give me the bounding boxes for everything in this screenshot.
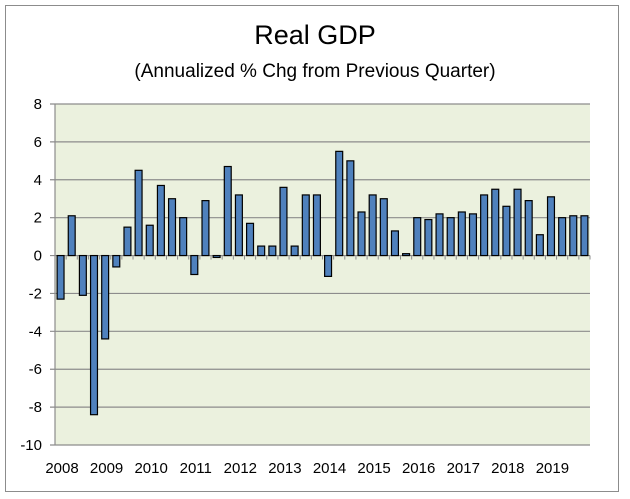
x-tick-label: 2018 [491, 460, 524, 477]
y-tick-label: 0 [34, 248, 42, 265]
bar-2015Q1 [368, 194, 377, 257]
x-tick-label: 2012 [224, 460, 257, 477]
bar-2017Q4 [491, 188, 500, 257]
y-tick-label: -4 [29, 323, 42, 340]
bar-2009Q3 [123, 226, 132, 257]
bar-2011Q4 [223, 165, 232, 257]
x-tick-label: 2010 [134, 460, 167, 477]
x-tick-label: 2009 [90, 460, 123, 477]
bar-2017Q1 [457, 211, 466, 257]
bar-2013Q1 [279, 186, 288, 257]
chart-subtitle: (Annualized % Chg from Previous Quarter) [134, 61, 496, 82]
y-tick-label: -10 [20, 437, 42, 454]
bar-2010Q3 [167, 198, 177, 257]
bar-2010Q4 [179, 217, 188, 257]
bar-2013Q2 [290, 245, 299, 257]
bar-2017Q3 [480, 194, 489, 257]
bar-2014Q2 [335, 150, 344, 257]
y-tick-label: 8 [34, 96, 42, 113]
x-tick-label: 2015 [357, 460, 390, 477]
x-tick-label: 2019 [536, 460, 569, 477]
bar-2015Q2 [379, 198, 388, 257]
bar-2014Q4 [357, 211, 366, 257]
bar-2019Q4 [580, 215, 589, 257]
y-tick-label: 2 [34, 210, 42, 227]
bar-2012Q4 [268, 245, 277, 257]
x-tick-label: 2013 [268, 460, 301, 477]
x-tick-label: 2014 [313, 460, 346, 477]
bar-2008Q2 [67, 215, 76, 257]
bar-2008Q4 [89, 254, 99, 416]
bar-2018Q2 [513, 188, 522, 257]
bar-2011Q1 [190, 254, 199, 276]
plot-area [55, 104, 590, 445]
x-tick-label: 2011 [180, 460, 212, 477]
bar-2009Q4 [134, 169, 143, 257]
bar-2019Q3 [569, 215, 578, 257]
bar-2016Q2 [424, 218, 433, 257]
x-tick-label: 2016 [402, 460, 435, 477]
bar-2013Q4 [312, 194, 321, 257]
bar-2010Q2 [156, 184, 165, 257]
x-tick-label: 2017 [447, 460, 480, 477]
bar-2019Q2 [558, 217, 567, 257]
y-tick-label: 4 [34, 172, 42, 189]
bar-2009Q2 [112, 254, 121, 268]
bar-2018Q4 [535, 234, 544, 257]
bar-2008Q3 [78, 254, 87, 296]
bar-2019Q1 [546, 196, 556, 257]
bars [56, 150, 589, 416]
y-tick-label: 6 [34, 134, 42, 151]
bar-2018Q1 [502, 205, 511, 257]
bar-2015Q3 [390, 230, 400, 257]
bar-2014Q1 [324, 254, 333, 277]
bar-2012Q3 [257, 245, 266, 257]
y-tick-label: -8 [29, 399, 42, 416]
y-tick-label: -6 [29, 361, 42, 378]
bar-2012Q2 [245, 222, 255, 257]
gridlines [50, 103, 590, 446]
x-tick-label: 2008 [45, 460, 78, 477]
bar-2010Q1 [145, 224, 154, 257]
y-tick-label: -2 [29, 285, 42, 302]
chart-title: Real GDP [254, 20, 376, 50]
bar-2018Q3 [524, 200, 533, 257]
y-axis-labels: -10 -8 -6 -4 -2 0 2 4 6 8 [20, 96, 42, 454]
bar-2011Q2 [201, 200, 210, 257]
x-axis-ticks [54, 255, 591, 260]
bar-2017Q2 [468, 213, 478, 257]
bar-2016Q1 [413, 217, 422, 257]
bar-2016Q3 [435, 213, 444, 257]
bar-2012Q1 [234, 194, 243, 257]
bar-2013Q3 [301, 194, 310, 257]
bar-2016Q4 [446, 217, 455, 257]
bar-2009Q1 [101, 254, 110, 340]
bar-2015Q4 [402, 253, 411, 257]
bar-2014Q3 [346, 160, 355, 257]
bar-2008Q1 [56, 254, 65, 300]
bar-2011Q3 [212, 254, 221, 259]
x-axis-labels: 2008 2009 2010 2011 2012 2013 2014 2015 2016 2017… [45, 460, 569, 477]
